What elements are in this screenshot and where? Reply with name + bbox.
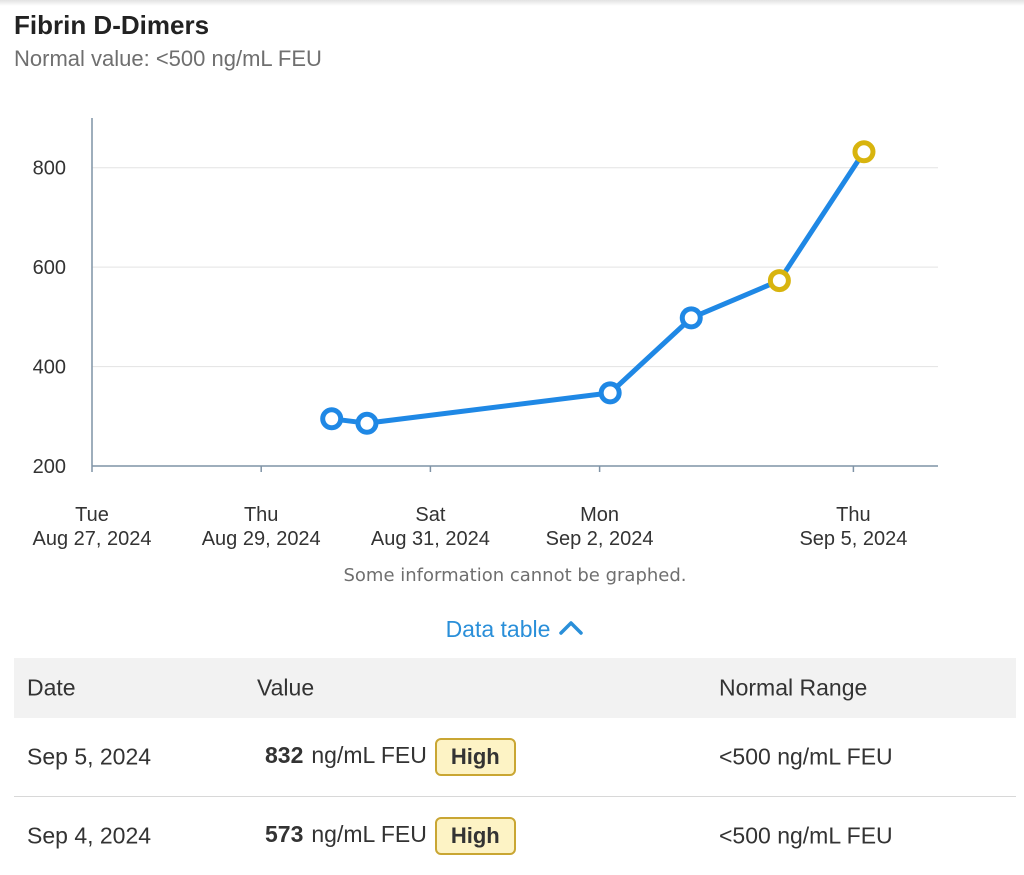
row-normal-range: <500 ng/mL FEU — [719, 822, 893, 849]
x-tick-label-date: Aug 29, 2024 — [202, 528, 321, 550]
y-tick-label: 600 — [33, 257, 66, 279]
x-tick-label-day: Thu — [244, 504, 278, 526]
chevron-up-icon — [558, 615, 584, 642]
x-tick-label-day: Sat — [415, 504, 445, 526]
page-title: Fibrin D-Dimers — [14, 10, 210, 40]
chart-note: Some information cannot be graphed. — [343, 565, 686, 586]
page-subtitle: Normal value: <500 ng/mL FEU — [14, 46, 322, 71]
value-number: 832 — [265, 742, 304, 769]
y-tick-label: 800 — [33, 158, 66, 180]
x-tick-label-day: Mon — [580, 504, 619, 526]
table-row: Sep 5, 2024 832 ng/mL FEU High <500 ng/mL … — [14, 718, 1016, 797]
chart-series — [320, 140, 876, 435]
data-point — [320, 407, 344, 431]
x-tick-label-date: Aug 31, 2024 — [371, 528, 490, 550]
data-point — [355, 411, 379, 435]
status-badge: High — [434, 817, 516, 855]
row-date: Sep 5, 2024 — [27, 743, 152, 770]
header-normal-range: Normal Range — [719, 674, 868, 701]
y-tick-label: 400 — [33, 357, 66, 379]
row-value: 832 ng/mL FEU High — [265, 738, 516, 776]
data-table-toggle[interactable]: Data table — [0, 616, 1024, 643]
header-date: Date — [27, 674, 76, 701]
data-point-high — [852, 140, 876, 164]
table-header: Date Value Normal Range — [14, 658, 1016, 718]
data-point — [598, 381, 622, 405]
row-normal-range: <500 ng/mL FEU — [719, 743, 893, 770]
data-table: Date Value Normal Range Sep 5, 2024 832 n… — [14, 658, 1016, 875]
top-shadow — [0, 0, 1024, 6]
x-tick-label-date: Aug 27, 2024 — [33, 528, 152, 550]
value-number: 573 — [265, 821, 304, 848]
x-tick-label-day: Thu — [836, 504, 870, 526]
data-table-toggle-label: Data table — [445, 616, 551, 642]
data-point — [679, 306, 703, 330]
x-tick-label-day: Tue — [75, 504, 109, 526]
value-unit: ng/mL FEU — [311, 821, 427, 848]
row-date: Sep 4, 2024 — [27, 822, 152, 849]
row-value: 573 ng/mL FEU High — [265, 817, 516, 855]
header-value: Value — [257, 674, 315, 701]
status-badge: High — [434, 738, 516, 776]
x-tick-label-date: Sep 5, 2024 — [799, 528, 907, 550]
data-point-high — [767, 269, 791, 293]
table-row: Sep 4, 2024 573 ng/mL FEU High <500 ng/mL … — [14, 797, 1016, 875]
y-tick-label: 200 — [33, 456, 66, 478]
value-unit: ng/mL FEU — [311, 742, 427, 769]
chart-grid — [92, 167, 938, 368]
x-tick-label-date: Sep 2, 2024 — [546, 528, 654, 550]
